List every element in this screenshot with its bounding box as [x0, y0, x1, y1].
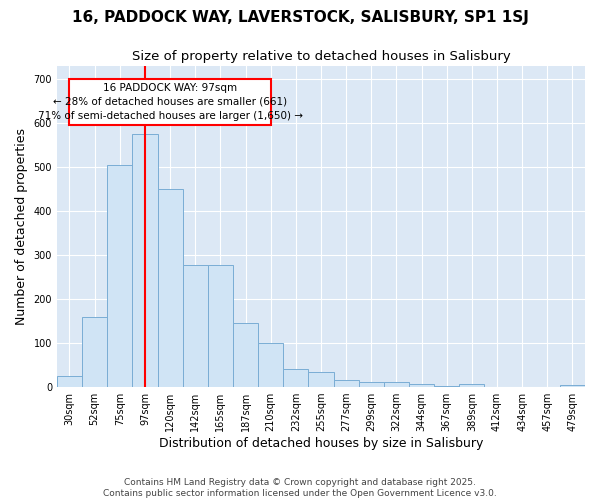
- Text: 16 PADDOCK WAY: 97sqm
← 28% of detached houses are smaller (661)
71% of semi-det: 16 PADDOCK WAY: 97sqm ← 28% of detached …: [38, 83, 302, 121]
- Bar: [334, 380, 359, 387]
- Bar: [283, 370, 308, 387]
- Bar: [57, 376, 82, 387]
- Y-axis label: Number of detached properties: Number of detached properties: [15, 128, 28, 325]
- Bar: [308, 372, 334, 387]
- Bar: [208, 264, 233, 387]
- Bar: [560, 386, 585, 387]
- Bar: [434, 386, 459, 387]
- Text: 16, PADDOCK WAY, LAVERSTOCK, SALISBURY, SP1 1SJ: 16, PADDOCK WAY, LAVERSTOCK, SALISBURY, …: [71, 10, 529, 25]
- Title: Size of property relative to detached houses in Salisbury: Size of property relative to detached ho…: [131, 50, 511, 63]
- Text: Contains HM Land Registry data © Crown copyright and database right 2025.
Contai: Contains HM Land Registry data © Crown c…: [103, 478, 497, 498]
- Bar: [459, 384, 484, 387]
- FancyBboxPatch shape: [70, 79, 271, 125]
- Bar: [133, 134, 158, 387]
- Bar: [233, 323, 258, 387]
- Bar: [409, 384, 434, 387]
- Bar: [258, 343, 283, 387]
- Bar: [182, 264, 208, 387]
- Bar: [384, 382, 409, 387]
- Bar: [359, 382, 384, 387]
- Bar: [107, 164, 133, 387]
- Bar: [82, 316, 107, 387]
- X-axis label: Distribution of detached houses by size in Salisbury: Distribution of detached houses by size …: [159, 437, 483, 450]
- Bar: [158, 189, 182, 387]
